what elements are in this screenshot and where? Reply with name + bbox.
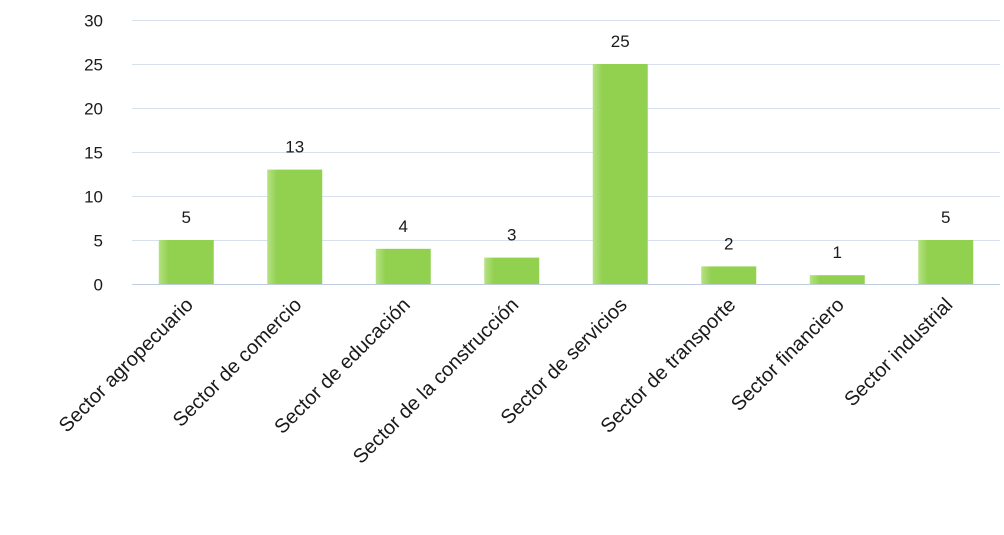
bar-4 (484, 257, 540, 284)
bar-8 (918, 240, 974, 284)
bars (158, 64, 974, 284)
data-label: 3 (507, 226, 516, 245)
y-tick-label: 30 (84, 12, 103, 31)
data-label: 25 (611, 32, 630, 51)
gridlines (132, 20, 1000, 285)
y-tick-label: 0 (94, 276, 103, 295)
bar-3 (375, 248, 431, 284)
data-label: 2 (724, 234, 733, 253)
bar-1 (158, 240, 214, 284)
data-label: 1 (833, 243, 842, 262)
y-tick-label: 10 (84, 188, 103, 207)
bar-5 (592, 64, 648, 284)
y-tick-label: 25 (84, 56, 103, 75)
data-label: 13 (285, 138, 304, 157)
data-label: 4 (399, 217, 408, 236)
bar-6 (701, 266, 757, 284)
y-tick-label: 15 (84, 144, 103, 163)
data-label: 5 (941, 208, 950, 227)
data-labels: 5 13 4 3 25 2 1 5 (182, 32, 951, 262)
x-category-label: Sector industrial (840, 294, 957, 411)
y-axis-tick-labels: 0 5 10 15 20 25 30 (84, 12, 103, 295)
bar-7 (809, 275, 865, 284)
data-label: 5 (182, 208, 191, 227)
bar-2 (267, 169, 323, 284)
y-tick-label: 20 (84, 100, 103, 119)
y-tick-label: 5 (94, 232, 103, 251)
x-category-label: Sector financiero (727, 294, 849, 416)
